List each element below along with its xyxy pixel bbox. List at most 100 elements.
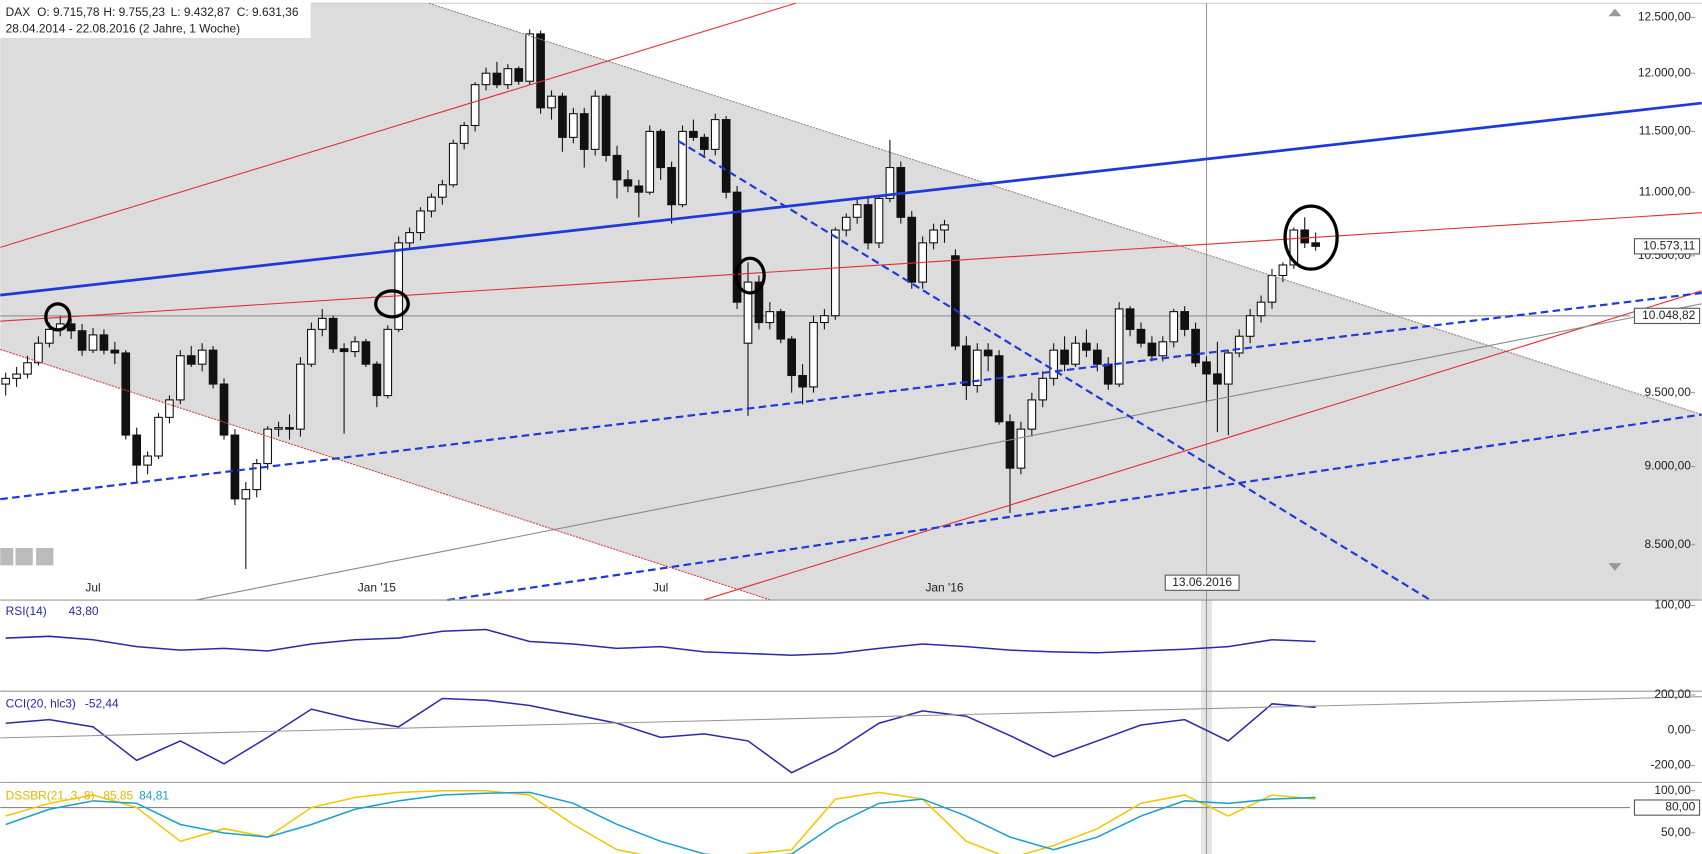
candle-body: [961, 345, 971, 387]
indicator-title: CCI(20, hlc3): [6, 696, 76, 710]
candle-body: [230, 434, 240, 500]
candle-body: [558, 95, 567, 138]
crosshair-date-box: [1164, 574, 1240, 591]
candle-body: [1049, 349, 1059, 379]
indicator-readout: 85,85: [103, 789, 133, 803]
trend-line: [447, 413, 1702, 602]
candle-body: [361, 341, 371, 365]
candle-body: [328, 317, 338, 350]
x-tick-label: Jul: [85, 580, 100, 594]
candle-body: [863, 204, 873, 244]
candle-body: [612, 154, 622, 181]
candle-body: [1136, 328, 1146, 344]
candle-body: [1278, 264, 1288, 277]
candle-body: [874, 197, 884, 244]
scroll-down-icon[interactable]: [1608, 563, 1622, 571]
candle-body: [448, 142, 458, 186]
y-tick-label: -200,00: [1650, 758, 1691, 772]
y-tick-label: 12.500,00: [1638, 10, 1691, 24]
candle-body: [77, 330, 87, 351]
candle-body: [1, 377, 11, 385]
close-readout: C: 9.631,36: [237, 5, 299, 19]
level-label: 80,00: [1665, 800, 1695, 814]
highlight-circle: [1283, 204, 1339, 271]
indicator-readout: 43,80: [69, 604, 99, 618]
tool-button[interactable]: [36, 547, 54, 566]
drawings: DAX O: 9.715,78 H: 9.755,23 L: 9.432,87 …: [0, 2, 1702, 803]
candle-body: [219, 383, 229, 436]
low-readout: L: 9.432,87: [171, 5, 231, 19]
candle-body: [154, 416, 163, 457]
indicator-title: RSI(14): [6, 604, 47, 618]
candle-body: [437, 184, 447, 198]
candle-body: [743, 281, 753, 344]
trend-line: [677, 140, 1432, 602]
candle-body: [678, 130, 687, 206]
level-label-box: [1633, 307, 1701, 325]
date-range: 28.04.2014 - 22.08.2016 (2 Jahre, 1 Woch…: [6, 21, 240, 35]
candle-body: [798, 374, 807, 388]
candle-body: [601, 95, 611, 156]
y-tick-label: 11.000,00: [1639, 184, 1692, 198]
y-tick-label: 9.500,00: [1644, 385, 1691, 399]
symbol: DAX: [6, 5, 31, 19]
candle-body: [1016, 428, 1026, 469]
tool-button[interactable]: [0, 547, 14, 566]
candle-body: [307, 328, 316, 365]
candle-body: [34, 342, 43, 364]
candle-body: [350, 341, 360, 353]
candle-body: [590, 95, 600, 150]
candle-body: [1005, 421, 1015, 469]
candle-body: [623, 179, 633, 187]
candle-body: [699, 136, 709, 150]
candle-body: [972, 349, 982, 387]
candle-body: [459, 124, 469, 144]
candle-body: [634, 185, 644, 193]
indicator-line: [5, 628, 1316, 656]
candle-body: [1300, 229, 1310, 244]
candle-body: [317, 317, 327, 330]
candle-body: [470, 84, 480, 127]
indicator-line: [5, 791, 1316, 854]
candle-body: [776, 311, 786, 340]
candle-body: [547, 95, 556, 109]
candle-body: [285, 427, 294, 430]
highlight-circle: [734, 256, 766, 295]
y-tick-label: 100,00: [1654, 598, 1691, 612]
candle-body: [1311, 242, 1320, 247]
candle-body: [252, 463, 262, 491]
candle-body: [176, 355, 185, 401]
candle-body: [929, 229, 938, 244]
axis-labels: 12.500,00 12.000,00 11.500,00 11.000,00 10.5…: [85, 10, 1701, 839]
tool-button[interactable]: [15, 547, 33, 566]
candle-body: [66, 323, 76, 332]
candle-body: [1158, 341, 1168, 357]
candle-body: [296, 363, 305, 430]
candle-body: [208, 349, 218, 385]
candle-body: [885, 167, 895, 199]
candle-body: [1223, 352, 1233, 385]
candle-body: [710, 119, 720, 150]
candle-body: [1060, 349, 1069, 365]
candle-body: [1082, 342, 1091, 351]
candle-body: [121, 352, 131, 436]
candle-body: [1202, 361, 1211, 375]
candle-body: [339, 348, 349, 353]
trend-line: [0, 2, 796, 248]
candle-body: [99, 334, 109, 351]
trend-line: [0, 212, 1702, 322]
candle-body: [1245, 315, 1255, 337]
candle-body: [241, 489, 251, 500]
last-price-label-box: [1633, 238, 1701, 255]
scroll-up-icon[interactable]: [1608, 8, 1622, 17]
candle-body: [841, 216, 851, 231]
candle-body: [1234, 335, 1244, 354]
candle-body: [383, 328, 393, 397]
marks: [0, 3, 1631, 854]
level-label: 10.048,82: [1642, 308, 1695, 322]
trend-line: [0, 101, 1702, 297]
trend-line: [703, 290, 1702, 601]
candle-body: [416, 210, 425, 234]
y-tick-label: 11.500,00: [1639, 124, 1692, 138]
